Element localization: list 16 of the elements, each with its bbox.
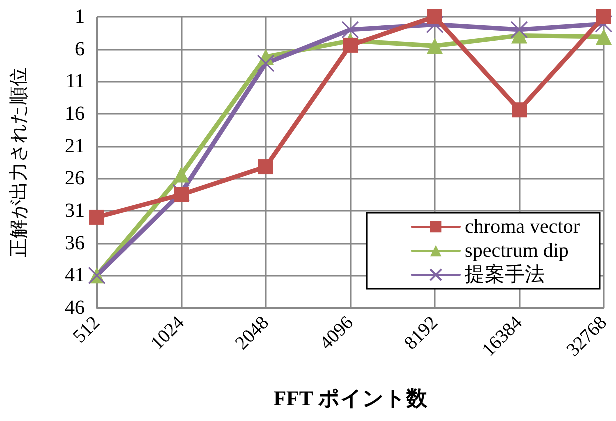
- legend-label: chroma vector: [465, 216, 580, 238]
- legend-label: 提案手法: [465, 263, 546, 286]
- x-tick-label: 8192: [400, 312, 442, 354]
- legend-label: spectrum dip: [465, 240, 569, 262]
- y-tick-label: 6: [75, 38, 85, 60]
- x-axis-title: FFT ポイント数: [274, 386, 428, 410]
- y-tick-label: 26: [65, 168, 85, 190]
- y-tick-label: 21: [65, 135, 85, 158]
- y-tick-label: 16: [65, 103, 85, 125]
- y-tick-label: 31: [65, 200, 85, 222]
- y-tick-label: 46: [65, 297, 85, 319]
- y-tick-label: 41: [65, 264, 85, 287]
- y-axis-title: 正解が出力された順位: [9, 68, 30, 258]
- y-tick-label: 11: [66, 70, 85, 93]
- y-tick-label: 1: [75, 6, 85, 28]
- y-tick-label: 36: [65, 232, 85, 254]
